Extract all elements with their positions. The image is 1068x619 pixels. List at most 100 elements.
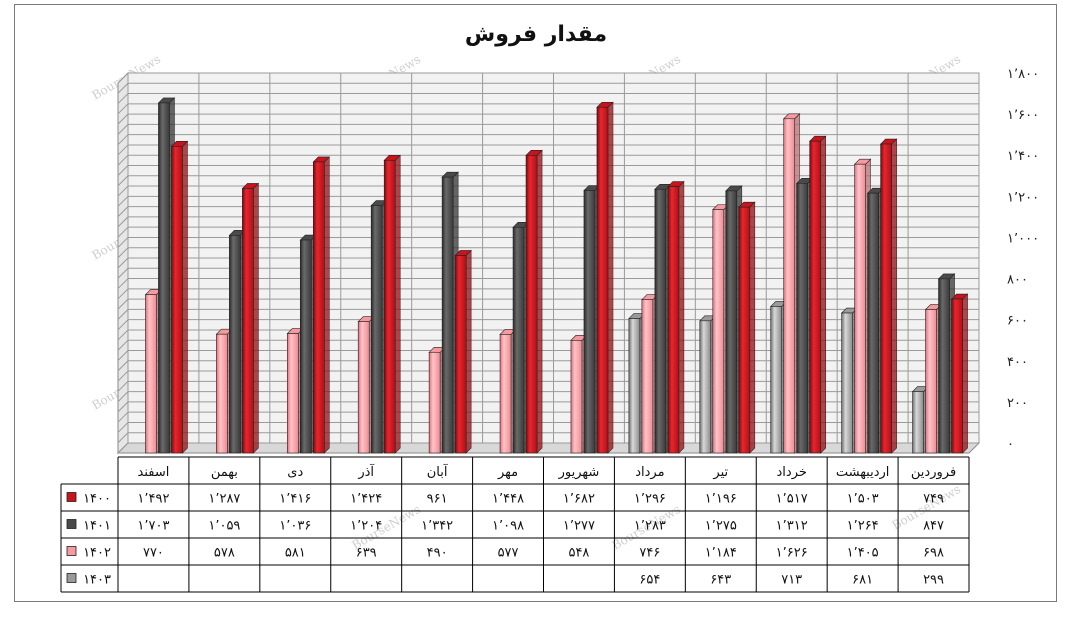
bar-front: [770, 306, 783, 454]
bar-front: [216, 333, 228, 454]
y-tick-label: ۱٬۰۰۰: [1007, 231, 1039, 246]
legend-label: ۱۴۰۱: [83, 519, 111, 534]
table-cell-value: ۶۹۸: [923, 546, 944, 561]
bar-0-4: [667, 180, 685, 454]
table-cell-value: ۱٬۳۴۲: [421, 519, 453, 534]
grid-line-side: [117, 370, 129, 382]
grid-line-side: [117, 298, 129, 310]
grid-line-side: [117, 360, 129, 372]
bars-layer: [144, 97, 969, 454]
category-label: شهریور: [558, 465, 600, 480]
category-label: خرداد: [777, 465, 807, 480]
y-tick-label: ۸۰۰: [1007, 273, 1028, 288]
table-cell-value: ۵۷۷: [498, 546, 519, 561]
table-cell-value: ۷۷۰: [143, 546, 164, 561]
table-cell-value: ۱٬۶۲۶: [776, 546, 808, 561]
y-tick-label: ۶۰۰: [1007, 314, 1028, 329]
bar-front: [641, 299, 654, 454]
grid-line-side: [117, 442, 129, 454]
grid-line-side: [117, 247, 129, 259]
table-cell-value: ۱٬۶۸۲: [563, 492, 595, 507]
bar-front: [912, 391, 924, 454]
table-cell-value: ۱٬۴۴۸: [492, 492, 524, 507]
table-cell-value: ۱٬۱۹۶: [705, 492, 737, 507]
bar-front: [841, 312, 853, 454]
bar-side-tint: [749, 202, 755, 453]
grid-line-side: [117, 391, 129, 402]
bar-0-0: [950, 293, 969, 454]
bar-0-2: [808, 135, 827, 454]
grid-line-side: [117, 411, 129, 423]
grid-line-side: [117, 257, 129, 269]
bar-front: [145, 294, 157, 454]
grid-line-side: [117, 206, 129, 217]
bar-front: [667, 186, 680, 454]
grid-line-side: [117, 432, 129, 444]
category-label: تیر: [712, 465, 728, 480]
table-cell-value: ۱٬۲۸۳: [634, 519, 666, 534]
grid-line-side: [117, 154, 129, 166]
bar-front: [725, 190, 738, 454]
bar-front: [158, 102, 170, 454]
bar-front: [809, 140, 822, 454]
table-cell-value: ۱٬۳۱۲: [776, 519, 808, 534]
bar-side-tint: [466, 250, 472, 453]
bar-front: [570, 340, 583, 454]
grid-line-side: [117, 288, 129, 300]
table-cell-value: ۱٬۲۸۷: [208, 492, 240, 507]
sales-chart: مقدار فروش BourseNews BourseNews BourseNew…: [60, 22, 1039, 593]
bar-front: [454, 255, 467, 454]
y-tick-label: ۱٬۴۰۰: [1007, 149, 1039, 164]
bar-front: [312, 161, 325, 454]
table-cell-value: ۷۴۶: [639, 546, 660, 561]
category-label: مرداد: [635, 465, 664, 480]
y-axis: ۰ ۲۰۰ ۴۰۰ ۶۰۰ ۸۰۰ ۱٬۰۰۰ ۱٬۲۰۰ ۱٬۴۰۰ ۱٬۶۰۰ ۱٬۸۰۰: [1007, 67, 1039, 452]
table-cell-value: ۲۹۹: [923, 573, 944, 588]
category-label: آذر: [357, 463, 375, 480]
legend-label: ۱۴۰۳: [83, 573, 111, 588]
bar-front: [712, 209, 725, 454]
bar-front: [499, 334, 512, 454]
bar-front: [357, 321, 370, 454]
bar-0-11: [170, 140, 189, 454]
bar-front: [171, 146, 183, 454]
table-cell-value: ۹۶۱: [427, 492, 448, 507]
bar-0-9: [312, 156, 331, 454]
bar-0-5: [596, 101, 614, 454]
bar-0-8: [383, 154, 401, 454]
bar-front: [596, 106, 609, 454]
grid-line-side: [117, 124, 129, 135]
bar-side-tint: [253, 183, 259, 453]
table-cell-value: ۱٬۰۵۹: [208, 519, 240, 534]
bar-front: [229, 235, 241, 454]
grid-line-side: [117, 93, 129, 104]
table-cell-value: ۵۸۱: [285, 546, 306, 561]
grid-line-side: [117, 134, 129, 146]
bar-0-3: [738, 201, 756, 454]
table-cell-value: ۶۸۱: [852, 573, 873, 588]
bar-side-tint: [607, 102, 613, 453]
table-cell-value: ۶۳۹: [356, 546, 377, 561]
bar-front: [512, 227, 525, 454]
bar-front: [925, 309, 937, 454]
bar-front: [738, 206, 751, 454]
category-label: اردیبهشت: [836, 465, 890, 480]
grid-line-side: [117, 319, 129, 331]
grid-line-side: [117, 175, 129, 187]
y-tick-label: ۴۰۰: [1007, 355, 1028, 370]
bar-front: [370, 205, 383, 454]
bar-front: [383, 159, 396, 454]
bar-0-1: [879, 138, 898, 454]
bar-side-tint: [537, 150, 543, 453]
table-cell-value: ۱٬۱۸۴: [705, 546, 737, 561]
table-cell-value: ۱٬۴۹۲: [137, 492, 169, 507]
grid-line-side: [117, 216, 129, 228]
chart-title: مقدار فروش: [465, 22, 607, 47]
legend-label: ۱۴۰۰: [83, 492, 111, 507]
table-cell-value: ۱٬۴۲۴: [350, 492, 382, 507]
grid-line-side: [117, 144, 129, 156]
table-cell-value: ۸۴۷: [923, 519, 944, 534]
grid-line-side: [117, 226, 129, 238]
grid-line-side: [117, 401, 129, 413]
table-cell-value: ۱٬۰۹۸: [492, 519, 524, 534]
